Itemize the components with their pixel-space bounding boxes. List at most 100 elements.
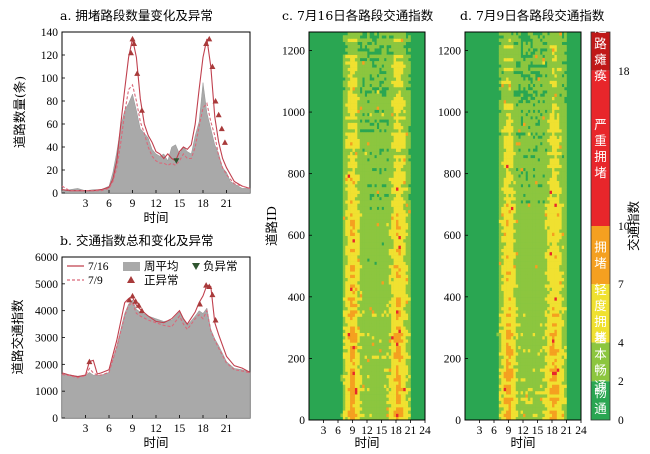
heatmap-cell xyxy=(391,280,394,285)
heatmap-cell xyxy=(379,77,382,81)
heatmap-cell xyxy=(396,116,399,120)
heatmap-cell xyxy=(549,300,553,304)
heatmap-cell xyxy=(525,238,529,243)
heatmap-cell xyxy=(383,258,387,262)
heatmap-cell xyxy=(405,187,409,191)
heatmap-cell xyxy=(396,329,399,333)
heatmap-cell xyxy=(542,410,546,414)
heatmap-cell xyxy=(354,403,358,408)
heatmap-cell xyxy=(554,358,558,363)
heatmap-cell xyxy=(532,365,536,369)
heatmap-cell xyxy=(515,413,519,418)
heatmap-cell xyxy=(364,51,368,55)
heatmap-cell xyxy=(532,264,536,269)
heatmap-cell xyxy=(347,355,351,359)
heatmap-cell xyxy=(532,258,536,262)
heatmap-cell xyxy=(362,86,365,91)
heatmap-cell xyxy=(374,196,377,201)
heatmap-cell xyxy=(537,335,541,340)
heatmap-cell xyxy=(357,268,361,272)
heatmap-cell xyxy=(510,361,514,366)
heatmap-cell xyxy=(359,394,363,398)
heatmap-cell xyxy=(405,38,409,42)
heatmap-cell xyxy=(393,297,397,301)
heatmap-cell xyxy=(386,125,390,130)
heatmap-cell xyxy=(400,255,404,259)
heatmap-cell xyxy=(352,297,356,301)
heatmap-cell xyxy=(379,35,382,39)
heatmap-cell xyxy=(515,248,519,253)
heatmap-cell xyxy=(525,403,529,408)
heatmap-cell xyxy=(345,258,348,262)
heatmap-cell xyxy=(342,70,346,75)
heatmap-cell xyxy=(564,274,567,279)
heatmap-cell xyxy=(352,154,356,159)
heatmap-cell xyxy=(556,342,560,346)
heatmap-cell xyxy=(515,242,519,246)
heatmap-cell xyxy=(347,306,351,311)
heatmap-cell xyxy=(523,387,526,392)
heatmap-cell xyxy=(393,365,397,369)
heatmap-cell xyxy=(400,329,404,333)
heatmap-cell xyxy=(398,397,402,401)
heatmap-cell xyxy=(549,251,553,256)
heatmap-cell xyxy=(388,86,392,91)
heatmap-cell xyxy=(369,335,373,340)
heatmap-cell xyxy=(542,229,546,233)
heatmap-cell xyxy=(542,280,546,285)
heatmap-cell xyxy=(359,177,363,182)
heatmap-cell xyxy=(508,323,512,327)
heatmap-cell xyxy=(347,232,351,236)
heatmap-cell xyxy=(554,248,558,253)
heatmap-cell xyxy=(535,316,538,321)
heatmap-cell xyxy=(527,358,531,363)
heatmap-cell xyxy=(525,387,529,392)
heatmap-cell xyxy=(520,277,524,282)
heatmap-cell xyxy=(405,151,409,156)
heatmap-cell xyxy=(520,387,524,392)
heatmap-cell xyxy=(347,193,351,198)
heatmap-cell xyxy=(561,284,565,288)
heatmap-cell xyxy=(383,293,387,298)
heatmap-cell xyxy=(559,313,562,317)
heatmap-cell xyxy=(357,103,361,107)
legend-average-label: 周平均 xyxy=(144,260,179,273)
heatmap-cell xyxy=(515,323,519,327)
heatmap-cell xyxy=(393,255,397,259)
heatmap-cell xyxy=(352,116,356,120)
heatmap-cell xyxy=(542,374,546,379)
heatmap-cell xyxy=(388,90,392,94)
heatmap-cell xyxy=(347,74,351,78)
heatmap-cell xyxy=(367,196,370,201)
heatmap-cell xyxy=(376,183,380,188)
heatmap-cell xyxy=(379,216,382,220)
heatmap-cell xyxy=(374,381,377,385)
heatmap-cell xyxy=(352,180,356,185)
heatmap-cell xyxy=(357,232,361,236)
heatmap-cell xyxy=(396,248,399,253)
heatmap-cell xyxy=(561,329,565,333)
heatmap-cell xyxy=(554,342,558,346)
heatmap-cell xyxy=(554,348,558,353)
heatmap-cell xyxy=(400,38,404,42)
heatmap-cell xyxy=(364,183,368,188)
heatmap-cell xyxy=(367,387,370,392)
heatmap-cell xyxy=(523,319,526,324)
heatmap-cell xyxy=(381,274,385,279)
heatmap-cell xyxy=(535,235,538,240)
heatmap-cell xyxy=(532,248,536,253)
heatmap-cell xyxy=(367,96,370,101)
heatmap-cell xyxy=(383,109,387,114)
panel-a-average-area xyxy=(61,82,251,194)
heatmap-cell xyxy=(525,316,529,321)
heatmap-cell xyxy=(359,258,363,262)
heatmap-cell xyxy=(527,329,531,333)
heatmap-cell xyxy=(556,229,560,233)
heatmap-cell xyxy=(386,35,390,39)
heatmap-cell xyxy=(393,112,397,117)
heatmap-cell xyxy=(544,319,548,324)
heatmap-cell xyxy=(369,141,373,146)
heatmap-cell xyxy=(520,342,524,346)
heatmap-cell xyxy=(398,48,402,52)
heatmap-cell xyxy=(537,394,541,398)
